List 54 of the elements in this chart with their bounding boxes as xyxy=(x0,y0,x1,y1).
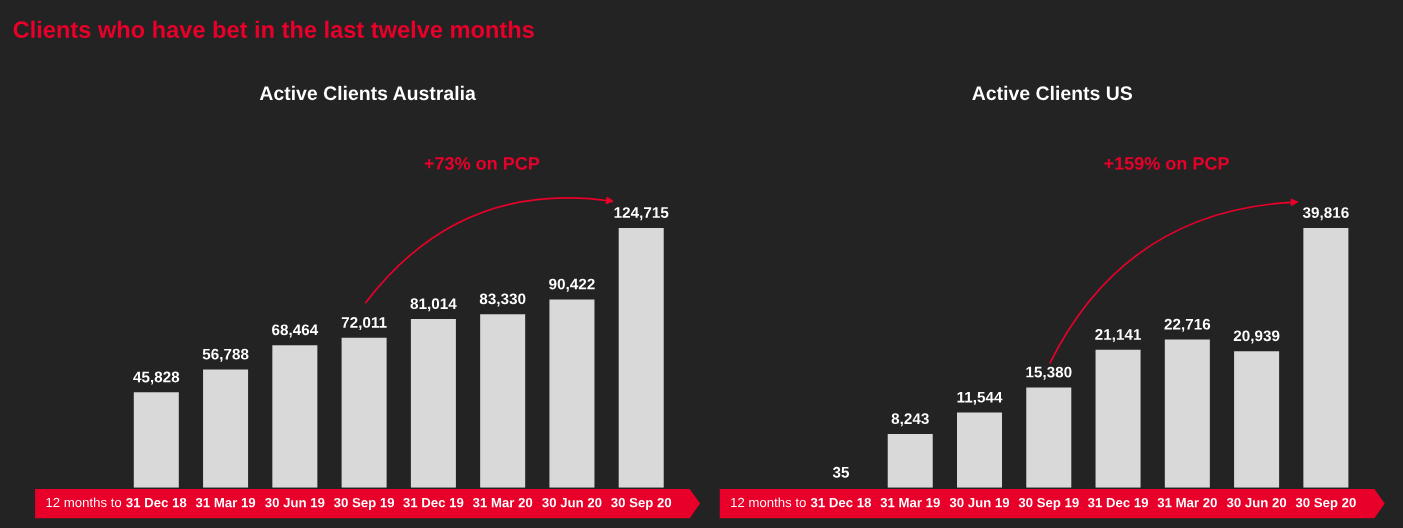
x-tick-label: 30 Jun 20 xyxy=(542,497,602,508)
x-tick-label: 31 Mar 19 xyxy=(880,497,940,508)
x-tick-label: 31 Dec 19 xyxy=(1087,497,1149,508)
text: +159% on PCP xyxy=(1104,156,1229,170)
data-label: 90,422 xyxy=(549,278,595,292)
x-axis-title: 12 months to xyxy=(731,497,806,508)
x-tick-label: 30 Sep 19 xyxy=(333,497,395,510)
bar xyxy=(1095,349,1141,488)
x-tick-label: 31 Mar 20 xyxy=(1157,497,1217,508)
data-label: 83,330 xyxy=(479,293,526,307)
bar xyxy=(480,314,526,488)
x-tick-label: 31 Dec 18 xyxy=(126,497,187,508)
chart-subtitle: Active Clients Australia xyxy=(259,85,476,101)
data-label: 81,014 xyxy=(410,298,457,312)
data-label: 56,788 xyxy=(202,348,249,362)
x-tick-label: 31 Mar 19 xyxy=(195,497,256,508)
bar xyxy=(1303,227,1349,488)
data-label: 15,380 xyxy=(1026,366,1072,380)
text: +73% on PCP xyxy=(424,156,540,170)
data-label: 72,011 xyxy=(341,317,387,331)
x-axis-title: 12 months to xyxy=(46,497,122,508)
bar xyxy=(887,434,933,488)
chart-title: Clients who have bet in the last twelve months xyxy=(13,20,534,39)
data-label: 8,243 xyxy=(891,413,929,427)
data-label: 45,828 xyxy=(133,371,180,385)
data-label: 124,715 xyxy=(614,207,669,221)
x-tick-label: 30 Jun 19 xyxy=(265,497,325,508)
x-tick-label: 30 Jun 19 xyxy=(949,497,1010,508)
bar xyxy=(272,345,318,488)
x-tick-label: 31 Dec 18 xyxy=(810,497,872,508)
bar xyxy=(1164,339,1210,488)
x-tick-label: 30 Sep 19 xyxy=(1018,497,1079,510)
data-label: 21,141 xyxy=(1095,329,1141,343)
data-label: 20,939 xyxy=(1233,330,1280,344)
x-tick-label: 31 Dec 19 xyxy=(403,497,464,508)
x-tick-label: 30 Sep 20 xyxy=(611,497,672,510)
bar xyxy=(1026,387,1072,488)
x-tick-label: 30 Jun 20 xyxy=(1226,497,1287,508)
data-label: 22,716 xyxy=(1164,318,1211,332)
bar xyxy=(618,227,664,488)
bar xyxy=(133,392,179,488)
bar xyxy=(341,337,387,488)
data-label: 68,464 xyxy=(272,324,319,338)
bar xyxy=(203,369,249,488)
bar xyxy=(549,299,595,488)
data-label: 39,816 xyxy=(1302,207,1349,221)
x-tick-label: 31 Mar 20 xyxy=(472,497,533,508)
bar xyxy=(957,412,1003,488)
bar xyxy=(410,319,456,488)
data-label: 11,544 xyxy=(957,391,1003,405)
chart-subtitle: Active Clients US xyxy=(972,85,1132,101)
bar xyxy=(1234,351,1280,488)
data-label: 35 xyxy=(832,466,850,478)
x-tick-label: 30 Sep 20 xyxy=(1295,497,1356,510)
